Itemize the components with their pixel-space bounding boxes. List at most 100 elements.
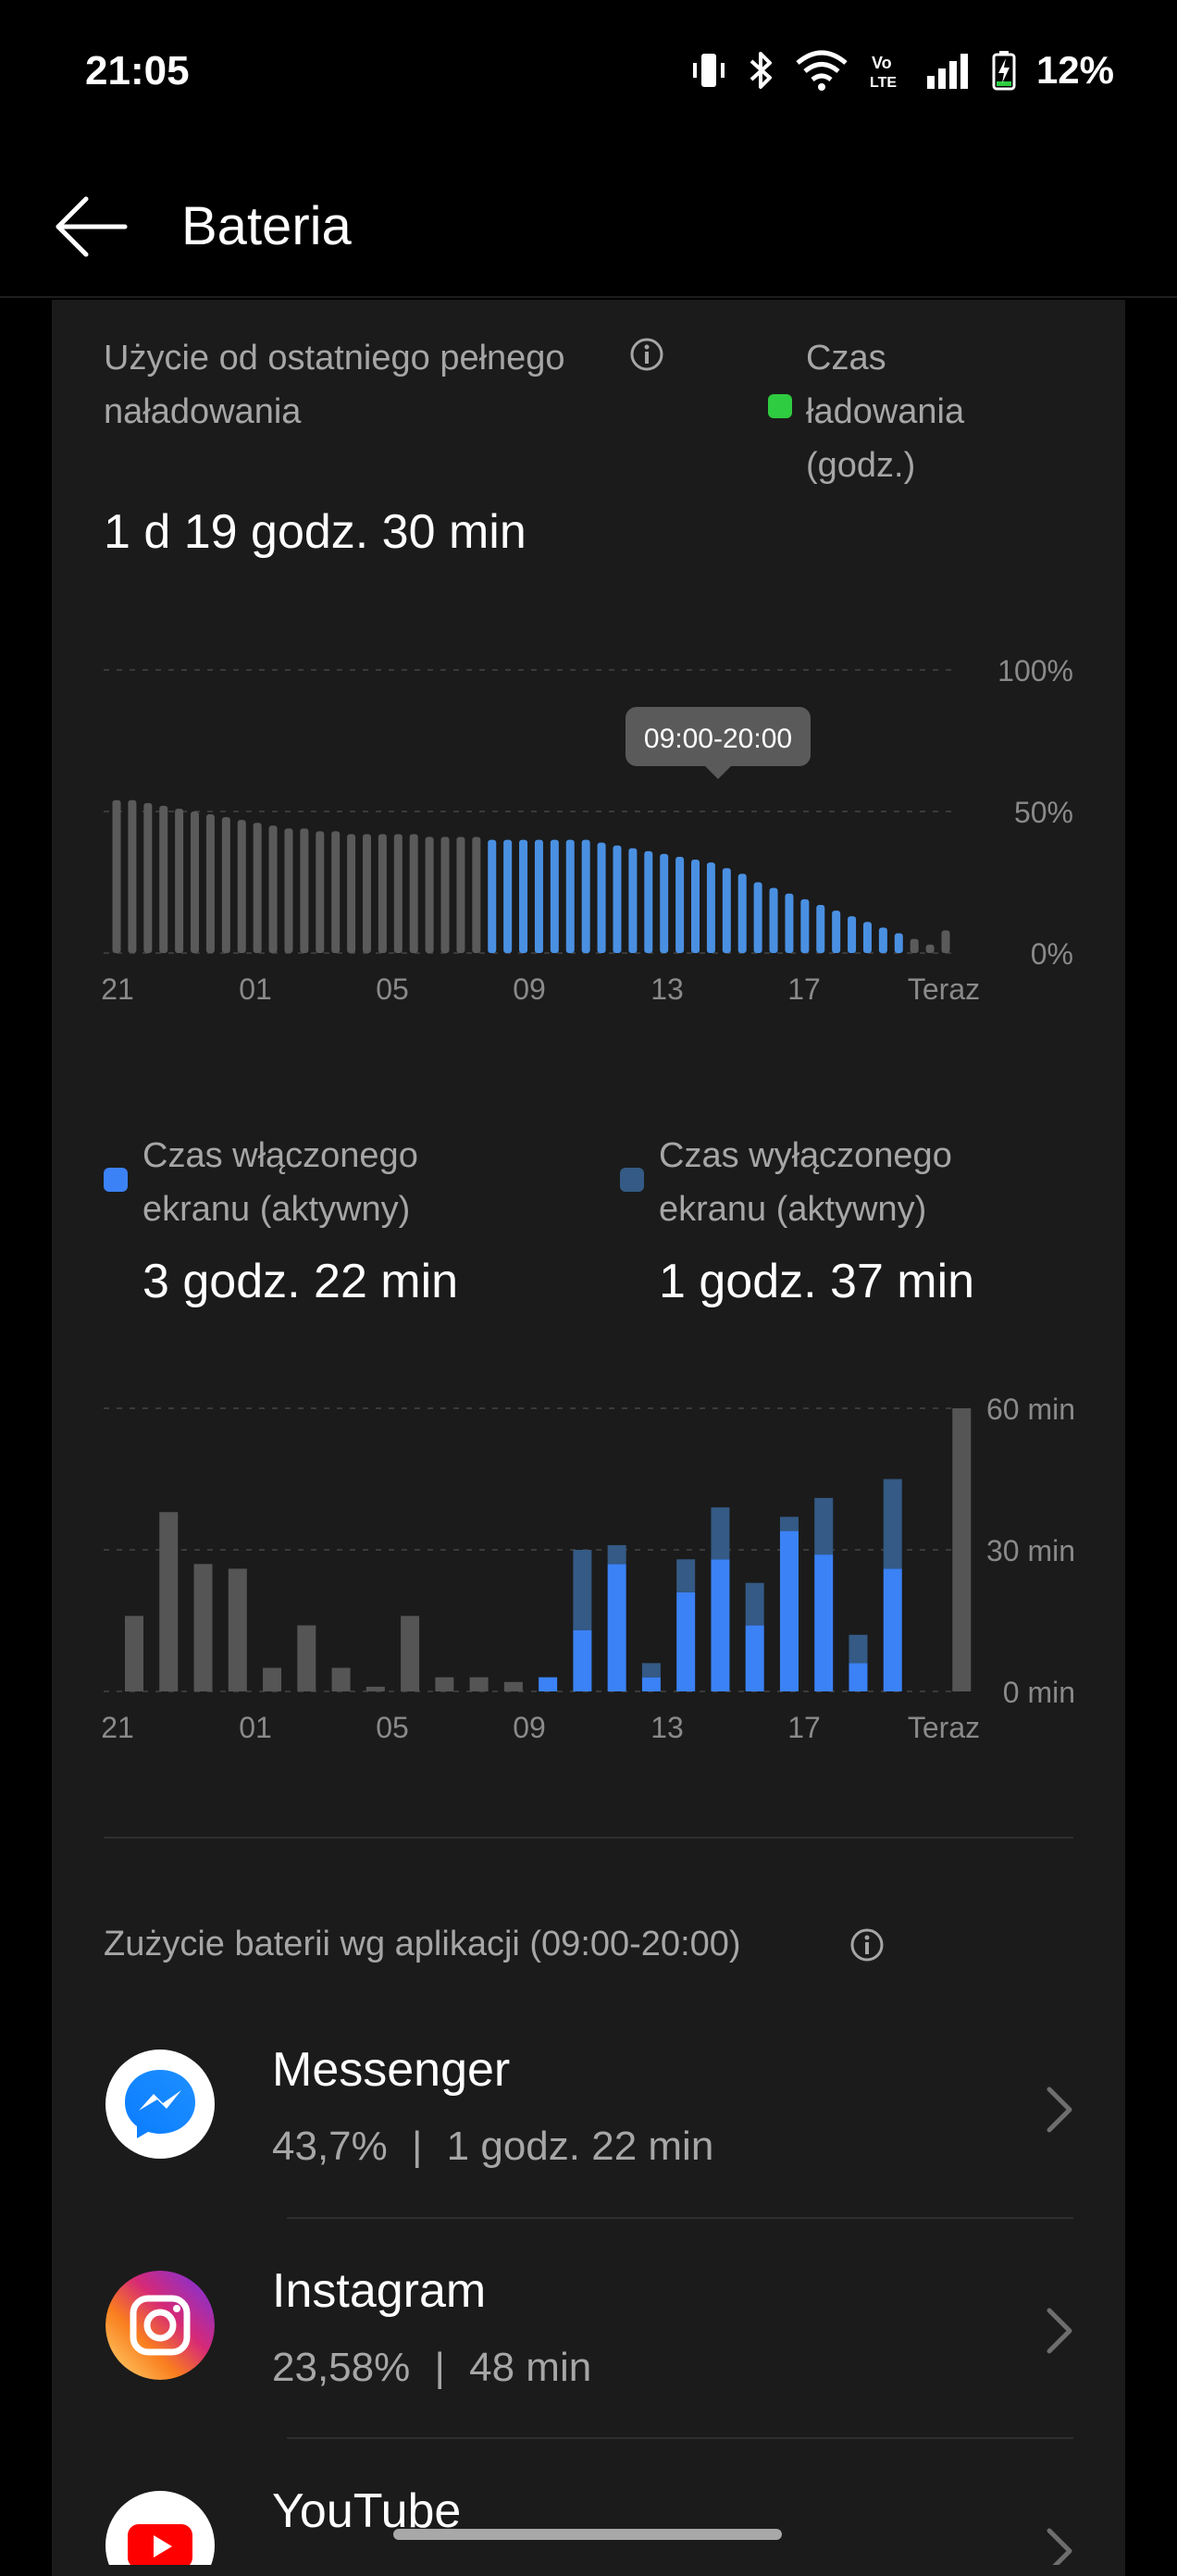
usage-label: Użycie od ostatniego pełnego naładowania — [104, 339, 565, 431]
apps-info-icon[interactable] — [849, 1927, 885, 1963]
app-stats: 23,58% | 48 min — [272, 2345, 592, 2390]
screen-bar-other — [263, 1667, 282, 1691]
screen-on-bar — [641, 1677, 661, 1691]
messenger-icon — [105, 2050, 215, 2159]
battery-bar — [613, 845, 622, 953]
screen-on-value: 3 godz. 22 min — [142, 1255, 459, 1308]
battery-charging-icon — [992, 51, 1016, 91]
page-title: Bateria — [181, 196, 352, 256]
battery-bar — [848, 916, 857, 953]
battery-bar — [112, 799, 121, 953]
battery-bar — [769, 887, 778, 953]
battery-bar — [550, 839, 559, 953]
battery-bar — [862, 922, 872, 953]
app-row-messenger[interactable]: Messenger 43,7% | 1 godz. 22 min — [52, 1994, 1125, 2214]
screen-off-label: Czas wyłączonego ekranu (aktywny) — [659, 1136, 952, 1229]
battery-bar — [425, 836, 434, 953]
back-arrow-icon[interactable] — [51, 185, 134, 268]
svg-text:LTE: LTE — [870, 75, 897, 91]
status-bar: 21:05 Vo LTE 12% — [0, 0, 1177, 153]
wifi-icon — [796, 50, 848, 91]
screen-off-bar — [573, 1550, 592, 1630]
battery-bar — [393, 834, 403, 953]
app-row-instagram[interactable]: Instagram 23,58% | 48 min — [52, 2215, 1125, 2435]
battery-level-chart[interactable]: 100% 50% 0% 21 01 05 09 13 17 Teraz 09:00-20:00 — [0, 629, 1177, 1018]
battery-bar — [534, 839, 543, 953]
tooltip-label: 09:00-20:00 — [644, 724, 792, 754]
y-tick-label: 0% — [1031, 937, 1073, 971]
tooltip-box — [626, 707, 811, 766]
y-tick-label: 100% — [997, 654, 1073, 687]
screen-off-bar — [779, 1517, 799, 1531]
screen-bar-other — [952, 1408, 972, 1691]
battery-bar — [706, 862, 715, 953]
screen-on-bar — [607, 1564, 626, 1691]
screen-bar-other — [297, 1625, 316, 1691]
x-tick-label: 21 — [101, 972, 134, 1006]
bluetooth-icon — [750, 52, 772, 89]
battery-bar — [316, 831, 325, 953]
x-tick-label: 05 — [376, 1711, 409, 1744]
y-tick-label: 60 min — [986, 1393, 1075, 1426]
battery-bar — [519, 839, 528, 953]
battery-bar — [753, 882, 762, 953]
battery-bar — [894, 933, 903, 953]
battery-bar — [644, 850, 653, 953]
screen-on-bar — [573, 1629, 592, 1691]
battery-bar — [910, 938, 919, 953]
screen-bar-other — [469, 1677, 489, 1691]
screen-on-bar — [849, 1663, 868, 1691]
screen-on-bar — [711, 1559, 730, 1691]
app-name: Instagram — [272, 2264, 487, 2318]
screen-off-swatch — [620, 1168, 644, 1192]
x-tick-label: Teraz — [908, 1711, 980, 1744]
info-icon[interactable] — [629, 337, 664, 372]
screen-off-bar — [849, 1634, 868, 1664]
battery-bar — [362, 834, 371, 953]
x-tick-label: 01 — [239, 1711, 272, 1744]
chevron-right-icon — [1047, 2528, 1072, 2565]
tooltip-pointer — [705, 766, 731, 779]
battery-bar — [941, 930, 950, 953]
screen-bar-other — [401, 1616, 420, 1691]
apps-section-title: Zużycie baterii wg aplikacji (09:00-20:0… — [104, 1925, 741, 1963]
app-bar: Bateria — [0, 153, 1177, 298]
x-tick-label: Teraz — [908, 972, 980, 1006]
screen-bar-other — [503, 1681, 523, 1691]
app-row-youtube[interactable]: YouTube — [52, 2435, 1125, 2565]
screen-off-bar — [641, 1663, 661, 1678]
screen-time-chart[interactable]: 60 min 30 min 0 min 21 01 05 09 13 17 Teraz — [0, 1388, 1177, 1758]
x-tick-label: 05 — [376, 972, 409, 1006]
x-tick-label: 21 — [101, 1711, 134, 1744]
battery-bar — [488, 839, 497, 953]
screen-bar-other — [193, 1564, 213, 1691]
battery-bar — [268, 825, 278, 953]
home-indicator[interactable] — [393, 2529, 782, 2540]
status-time: 21:05 — [85, 48, 190, 93]
battery-bar — [143, 802, 153, 953]
x-tick-label: 09 — [513, 972, 546, 1006]
battery-bar — [128, 799, 137, 953]
x-tick-label: 09 — [513, 1711, 546, 1744]
screen-on-bar — [539, 1677, 558, 1691]
row-divider — [287, 2217, 1073, 2219]
battery-bar — [878, 927, 887, 953]
status-icons: Vo LTE 12% — [690, 48, 1114, 93]
battery-bar — [237, 820, 246, 953]
battery-bar — [816, 904, 825, 953]
battery-bar — [347, 834, 356, 953]
screen-on-bar — [745, 1625, 764, 1691]
signal-icon — [926, 54, 968, 89]
battery-bar — [331, 831, 341, 953]
screen-on-bar — [814, 1554, 834, 1691]
x-tick-label: 17 — [787, 972, 821, 1006]
charging-legend-swatch — [768, 394, 792, 418]
x-tick-label: 17 — [787, 1711, 821, 1744]
battery-bar — [565, 839, 575, 953]
screen-on-bar — [779, 1530, 799, 1691]
battery-bar — [205, 814, 215, 953]
row-divider — [287, 2437, 1073, 2439]
chevron-right-icon — [1047, 2308, 1072, 2354]
y-tick-label: 30 min — [986, 1534, 1075, 1567]
svg-text:Vo: Vo — [872, 54, 892, 72]
